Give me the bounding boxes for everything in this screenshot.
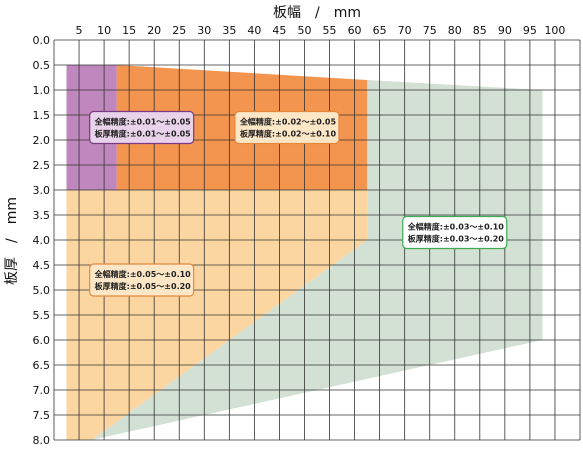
annotation-frame [234, 110, 340, 145]
annotations-layer: 全幅精度:±0.03～±0.10板厚精度:±0.03～±0.20全幅精度:±0.… [89, 110, 508, 297]
ticks-layer: 5 10 15 20 25 30 35 40 45 50 55 60 65 70 75 80 85 90 95 100… [33, 24, 566, 447]
x-tick-label: 50 [297, 24, 311, 37]
x-tick-label: 15 [122, 24, 136, 37]
x-tick-label: 55 [323, 24, 337, 37]
x-tick-label: 20 [147, 24, 161, 37]
annotation-text: 板厚精度:±0.01～±0.05 [95, 129, 192, 139]
x-tick-label: 90 [498, 24, 512, 37]
x-tick-label: 85 [473, 24, 487, 37]
y-tick-label: 3.0 [33, 184, 51, 197]
x-tick-label: 40 [247, 24, 261, 37]
x-tick-label: 10 [97, 24, 111, 37]
y-tick-label: 5.5 [33, 309, 51, 322]
y-axis-title: 板厚 / mm [4, 197, 20, 285]
annotation-text: 全幅精度:±0.01～±0.05 [94, 117, 192, 127]
y-tick-label: 2.5 [33, 159, 51, 172]
x-tick-label: 65 [373, 24, 387, 37]
y-tick-label: 1.5 [33, 109, 51, 122]
annotation-text: 全幅精度:±0.03～±0.10 [407, 222, 505, 232]
y-tick-label: 3.5 [33, 209, 51, 222]
y-tick-label: 4.0 [33, 234, 51, 247]
y-tick-label: 2.0 [33, 134, 51, 147]
y-tick-label: 6.5 [33, 359, 51, 372]
y-tick-label: 7.5 [33, 409, 51, 422]
annotation-box: 全幅精度:±0.05～±0.10 板厚精度:±0.05～±0.20 [89, 263, 195, 297]
x-tick-label: 95 [523, 24, 537, 37]
x-tick-label: 80 [448, 24, 462, 37]
x-tick-label: 60 [348, 24, 362, 37]
annotation-text: 全幅精度:±0.02～±0.05 [239, 117, 337, 127]
annotation-box: 全幅精度:±0.02～±0.05 板厚精度:±0.02～±0.10 [234, 110, 340, 145]
x-tick-label: 75 [423, 24, 437, 37]
y-tick-label: 5.0 [33, 284, 51, 297]
y-tick-label: 1.0 [33, 84, 51, 97]
x-tick-label: 5 [76, 24, 83, 37]
x-tick-label: 100 [544, 24, 565, 37]
x-axis-title: 板幅 / mm [273, 5, 361, 21]
annotation-text: 板厚精度:±0.02～±0.10 [240, 129, 337, 139]
y-tick-label: 6.0 [33, 334, 51, 347]
x-tick-label: 70 [398, 24, 412, 37]
x-tick-label: 45 [272, 24, 286, 37]
y-tick-label: 7.0 [33, 384, 51, 397]
x-tick-label: 25 [172, 24, 186, 37]
annotation-text: 全幅精度:±0.05～±0.10 [94, 269, 192, 279]
annotation-text: 板厚精度:±0.05～±0.20 [95, 281, 192, 291]
annotation-box: 全幅精度:±0.03～±0.10 板厚精度:±0.03～±0.20 [402, 215, 508, 250]
y-tick-label: 0.0 [33, 34, 51, 47]
annotation-box: 全幅精度:±0.01～±0.05 板厚精度:±0.01～±0.05 [89, 110, 195, 145]
annotation-frame [402, 215, 508, 250]
annotation-frame [89, 110, 195, 145]
y-tick-label: 8.0 [33, 434, 51, 447]
x-tick-label: 30 [197, 24, 211, 37]
y-tick-label: 0.5 [33, 59, 51, 72]
annotation-frame [89, 263, 195, 297]
y-tick-label: 4.5 [33, 259, 51, 272]
x-tick-label: 35 [222, 24, 236, 37]
annotation-text: 板厚精度:±0.03～±0.20 [408, 234, 505, 244]
